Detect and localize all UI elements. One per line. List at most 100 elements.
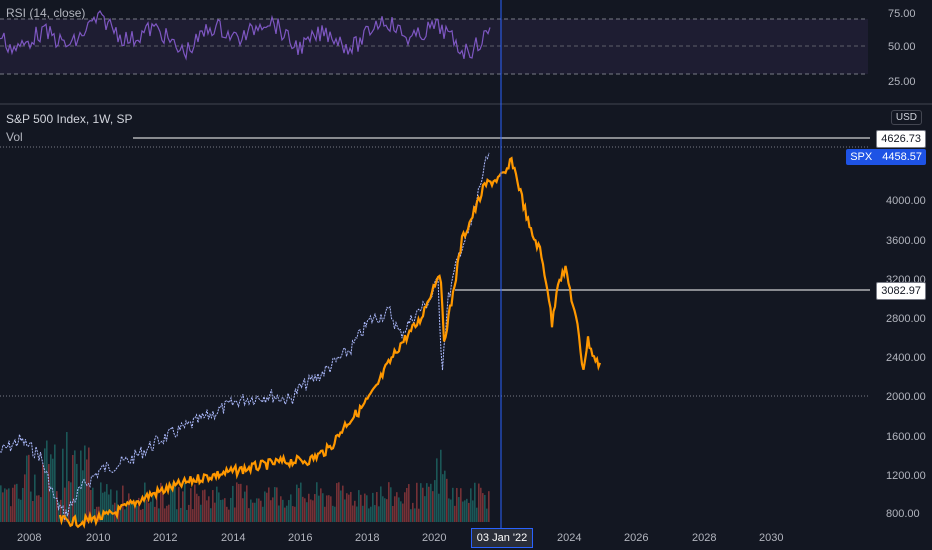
volume-bar xyxy=(156,489,158,522)
volume-bar xyxy=(392,505,394,522)
volume-bar xyxy=(348,494,350,522)
volume-bar xyxy=(88,447,90,522)
volume-bar xyxy=(102,492,104,522)
volume-bar xyxy=(226,506,228,522)
volume-bar xyxy=(86,459,88,522)
volume-bar xyxy=(404,492,406,522)
volume-bar xyxy=(74,450,76,522)
volume-bar xyxy=(224,498,226,522)
volume-bar xyxy=(256,498,258,522)
volume-bar xyxy=(370,506,372,522)
volume-bar xyxy=(258,498,260,522)
volume-bar xyxy=(90,489,92,522)
volume-bar xyxy=(264,491,266,522)
volume-bar xyxy=(412,502,414,522)
volume-bar xyxy=(318,495,320,522)
time-tick: 2026 xyxy=(624,532,648,544)
volume-bar xyxy=(486,508,488,522)
volume-bar xyxy=(426,483,428,522)
volume-bar xyxy=(450,499,452,522)
price-tick: 1600.00 xyxy=(886,431,926,443)
volume-bar xyxy=(380,486,382,522)
volume-bar xyxy=(442,474,444,522)
volume-bar xyxy=(146,499,148,522)
volume-bar xyxy=(382,496,384,522)
volume-bar xyxy=(290,494,292,522)
volume-bar xyxy=(362,505,364,522)
volume-bar xyxy=(180,507,182,522)
volume-bars xyxy=(0,432,490,522)
time-tick: 2028 xyxy=(692,532,716,544)
volume-bar xyxy=(108,494,110,522)
volume-bar xyxy=(164,508,166,522)
volume-bar xyxy=(188,504,190,522)
volume-bar xyxy=(358,490,360,522)
volume-bar xyxy=(372,492,374,522)
volume-bar xyxy=(278,505,280,522)
volume-bar xyxy=(418,508,420,522)
volume-bar xyxy=(44,448,46,522)
volume-bar xyxy=(274,487,276,522)
time-axis[interactable]: 2008 2010 2012 2014 2016 2018 2020 2024 … xyxy=(17,532,783,544)
volume-bar xyxy=(24,474,26,522)
volume-bar xyxy=(128,493,130,522)
volume-bar xyxy=(20,499,22,522)
volume-bar xyxy=(262,506,264,522)
volume-bar xyxy=(462,501,464,522)
time-tick: 2010 xyxy=(86,532,110,544)
volume-bar xyxy=(390,487,392,522)
time-tick: 2008 xyxy=(17,532,41,544)
last-price-label: SPX 4458.57 xyxy=(846,149,926,165)
volume-bar xyxy=(196,493,198,522)
volume-bar xyxy=(304,498,306,522)
volume-bar xyxy=(332,505,334,522)
volume-bar xyxy=(202,490,204,522)
volume-bar xyxy=(204,489,206,522)
volume-bar xyxy=(340,490,342,522)
volume-bar xyxy=(312,500,314,522)
volume-bar xyxy=(132,501,134,522)
time-tick: 2024 xyxy=(557,532,581,544)
volume-bar xyxy=(300,482,302,522)
volume-bar xyxy=(452,487,454,522)
volume-bar xyxy=(208,496,210,522)
last-price-value: 4458.57 xyxy=(882,151,922,163)
volume-bar xyxy=(214,502,216,522)
price-tick: 800.00 xyxy=(886,508,920,520)
volume-bar xyxy=(54,444,56,522)
volume-bar xyxy=(72,455,74,522)
price-tick: 1200.00 xyxy=(886,470,926,482)
volume-bar xyxy=(316,482,318,522)
volume-bar xyxy=(32,501,34,522)
symbol-legend-title[interactable]: S&P 500 Index, 1W, SP xyxy=(6,112,133,126)
volume-bar xyxy=(284,507,286,522)
time-tick: 2014 xyxy=(221,532,245,544)
volume-bar xyxy=(246,485,248,522)
volume-bar xyxy=(136,505,138,522)
volume-bar xyxy=(2,492,4,522)
rsi-legend-title[interactable]: RSI (14, close) xyxy=(6,6,86,20)
volume-bar xyxy=(240,483,242,522)
volume-bar xyxy=(124,509,126,522)
price-axis[interactable]: 4000.00 3600.00 3200.00 2800.00 2400.00 … xyxy=(886,195,926,520)
volume-bar xyxy=(238,483,240,522)
volume-bar xyxy=(142,508,144,522)
currency-badge[interactable]: USD xyxy=(890,110,922,125)
volume-bar xyxy=(222,499,224,522)
volume-bar xyxy=(92,487,94,522)
volume-bar xyxy=(186,509,188,522)
volume-bar xyxy=(62,448,64,522)
volume-bar xyxy=(406,487,408,522)
volume-bar xyxy=(408,484,410,522)
volume-bar xyxy=(64,487,66,522)
rsi-pane[interactable]: 75.00 50.00 25.00 xyxy=(0,8,916,88)
volume-bar xyxy=(166,505,168,522)
volume-bar xyxy=(252,502,254,522)
volume-bar xyxy=(322,493,324,522)
volume-bar xyxy=(52,458,54,522)
volume-bar xyxy=(424,496,426,522)
volume-bar xyxy=(272,497,274,522)
volume-legend-label[interactable]: Vol xyxy=(6,130,23,144)
